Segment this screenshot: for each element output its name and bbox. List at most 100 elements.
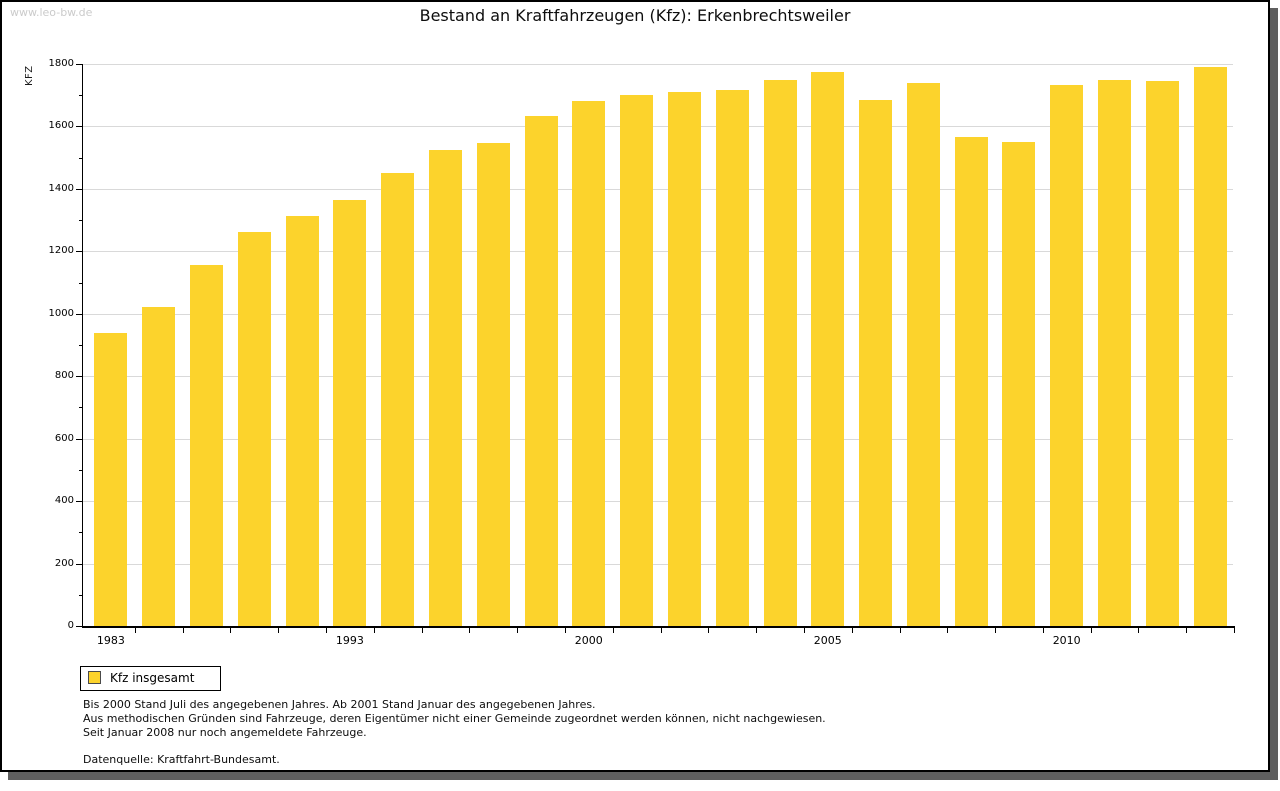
gridline — [83, 126, 1233, 128]
bar — [667, 92, 701, 626]
watermark: www.leo-bw.de — [10, 6, 93, 19]
bar — [1193, 66, 1227, 626]
y-minor-tick — [79, 532, 82, 534]
x-tick — [134, 628, 136, 633]
x-tick — [373, 628, 375, 633]
bar — [1050, 84, 1084, 626]
y-major-tick — [76, 313, 82, 315]
legend-label: Kfz insgesamt — [110, 671, 195, 685]
x-axis-label: 1993 — [335, 634, 364, 647]
bar — [476, 143, 510, 626]
x-tick — [1042, 628, 1044, 633]
x-tick — [612, 628, 614, 633]
y-major-tick — [76, 438, 82, 440]
x-tick — [278, 628, 280, 633]
y-axis — [82, 64, 83, 627]
bar — [285, 216, 319, 626]
y-tick-label: 1200 — [48, 245, 74, 257]
bar — [142, 306, 176, 626]
x-axis-label: 2010 — [1052, 634, 1081, 647]
x-tick — [660, 628, 662, 633]
x-axis-label: 2000 — [574, 634, 603, 647]
chart-panel: www.leo-bw.de Bestand an Kraftfahrzeugen… — [0, 0, 1270, 772]
y-minor-tick — [79, 407, 82, 409]
gridline — [83, 438, 1233, 440]
y-tick-label: 1000 — [48, 307, 74, 319]
y-major-tick — [76, 126, 82, 128]
x-axis — [82, 626, 1235, 628]
bar — [859, 99, 893, 626]
x-tick — [756, 628, 758, 633]
y-major-tick — [76, 188, 82, 190]
y-minor-tick — [79, 95, 82, 97]
x-tick — [803, 628, 805, 633]
x-tick — [182, 628, 184, 633]
x-tick — [326, 628, 327, 633]
y-tick-label: 600 — [54, 432, 74, 444]
y-minor-tick — [79, 345, 82, 346]
x-tick — [947, 628, 949, 633]
gridline — [83, 251, 1233, 253]
bar — [906, 83, 940, 626]
gridline — [83, 64, 1233, 65]
bar — [1098, 79, 1131, 626]
y-minor-tick — [79, 469, 82, 471]
bar — [715, 89, 749, 626]
x-tick — [517, 628, 519, 633]
y-minor-tick — [79, 594, 82, 596]
bar — [620, 94, 654, 626]
x-tick — [708, 628, 710, 633]
bar — [94, 332, 128, 626]
y-major-tick — [76, 501, 82, 503]
gridline — [83, 188, 1233, 190]
y-major-tick — [76, 563, 82, 565]
footnote-line: Aus methodischen Gründen sind Fahrzeuge,… — [83, 712, 826, 725]
x-tick — [469, 628, 471, 633]
bar — [572, 101, 606, 626]
x-tick — [421, 628, 423, 633]
x-tick — [1186, 628, 1188, 633]
bar — [1145, 80, 1179, 626]
x-axis-label: 2005 — [813, 634, 842, 647]
y-tick-label: 1600 — [48, 120, 74, 132]
x-tick — [851, 628, 853, 633]
bar — [763, 79, 797, 626]
y-minor-tick — [79, 157, 82, 159]
y-tick-label: 0 — [67, 620, 74, 631]
bar — [190, 265, 223, 626]
gridline — [83, 501, 1233, 503]
y-major-tick — [76, 251, 82, 253]
plot-area: 0 200 400 600 800 1000 1200 1400 1600 1800 1983 199… — [2, 2, 1268, 770]
bar — [381, 172, 415, 626]
y-tick-label: 400 — [54, 495, 74, 507]
y-tick-label: 1400 — [48, 182, 74, 194]
y-tick-label: 200 — [54, 557, 74, 569]
x-tick — [1138, 628, 1140, 633]
y-major-tick — [76, 376, 82, 378]
x-tick — [564, 628, 566, 633]
bar — [524, 115, 558, 626]
legend: Kfz insgesamt — [80, 666, 221, 691]
gridline — [83, 313, 1233, 315]
bar — [954, 136, 988, 626]
y-tick-label: 800 — [54, 370, 74, 382]
x-axis-label: 1983 — [96, 634, 125, 647]
bar — [333, 199, 367, 626]
x-tick — [899, 628, 901, 633]
y-minor-tick — [79, 220, 82, 222]
bar — [1002, 141, 1036, 626]
gridline — [83, 563, 1233, 565]
y-tick-label: 1800 — [48, 58, 74, 69]
datasource-note: Datenquelle: Kraftfahrt-Bundesamt. — [83, 753, 280, 766]
footnotes: Bis 2000 Stand Juli des angegebenen Jahr… — [83, 698, 826, 740]
footnote-line: Seit Januar 2008 nur noch angemeldete Fa… — [83, 726, 367, 739]
gridline — [83, 376, 1233, 378]
x-tick — [230, 628, 232, 633]
legend-swatch-icon — [88, 671, 101, 684]
y-major-tick — [76, 64, 82, 65]
bar — [428, 149, 462, 626]
x-tick — [1090, 628, 1092, 633]
chart-title: Bestand an Kraftfahrzeugen (Kfz): Erkenb… — [419, 6, 851, 25]
y-major-tick — [76, 626, 82, 627]
footnote-line: Bis 2000 Stand Juli des angegebenen Jahr… — [83, 698, 596, 711]
